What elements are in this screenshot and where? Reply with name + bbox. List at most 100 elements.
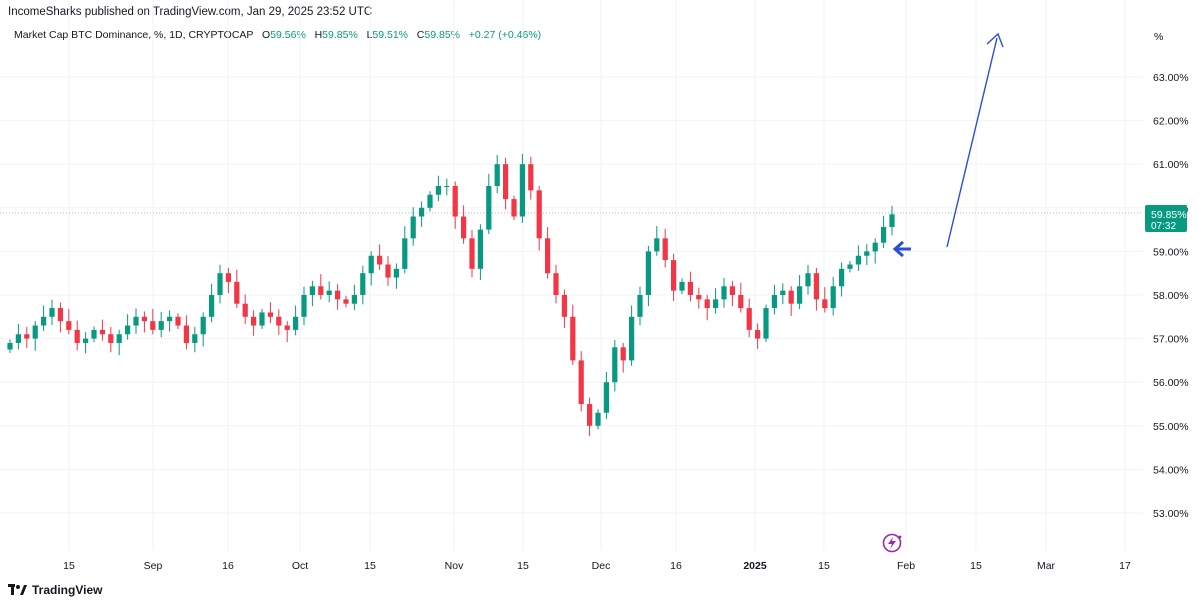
candle-body — [796, 286, 803, 304]
candle-body — [637, 295, 643, 317]
y-tick-label: 56.00% — [1153, 377, 1189, 389]
candle-body — [553, 273, 559, 295]
tradingview-logo-icon — [8, 584, 27, 595]
y-unit-label: % — [1154, 31, 1163, 43]
y-tick-label: 55.00% — [1153, 421, 1189, 433]
candle-body — [124, 325, 131, 335]
candle-body — [402, 238, 408, 269]
x-tick-label: 15 — [818, 560, 830, 572]
candle-body — [528, 164, 534, 191]
candle-body — [368, 255, 374, 274]
candle-body — [880, 226, 887, 243]
candle-body — [561, 295, 568, 317]
candle-body — [267, 312, 274, 317]
lightning-icon[interactable] — [882, 533, 902, 553]
close-label: C — [416, 29, 425, 41]
candle-body — [502, 164, 509, 200]
candle-body — [343, 299, 349, 304]
candle-body — [696, 295, 702, 300]
candle-body — [578, 360, 584, 404]
candle-body — [183, 325, 190, 343]
tradingview-logo[interactable]: TradingView — [8, 583, 102, 597]
price-badge-value: 59.85% — [1151, 209, 1187, 221]
publisher-line: IncomeSharks published on TradingView.co… — [8, 6, 373, 18]
candle-body — [410, 216, 416, 239]
candle-body — [225, 273, 232, 282]
candle-body — [460, 216, 467, 239]
candle-body — [704, 299, 710, 309]
candle-body — [133, 316, 139, 326]
projection-arrow — [946, 32, 1004, 248]
current-price-badge: 59.85% 07:32 — [1145, 205, 1187, 232]
candle-body — [780, 290, 786, 295]
y-tick-label: 61.00% — [1153, 159, 1189, 171]
candle-body — [544, 238, 551, 274]
candle-body — [276, 316, 282, 326]
candle-body — [192, 334, 198, 343]
x-tick-label: Nov — [445, 560, 464, 572]
candle-body — [586, 404, 593, 426]
candle-body — [847, 264, 853, 269]
candle-body — [645, 251, 652, 295]
candle-body — [234, 281, 240, 304]
y-tick-label: 59.00% — [1153, 246, 1189, 258]
x-tick-label: Feb — [897, 560, 915, 572]
pointer-arrow — [892, 240, 911, 258]
candle-body — [838, 268, 845, 287]
candle-body — [763, 308, 769, 339]
open-value: 59.56% — [270, 29, 306, 41]
candle-body — [570, 316, 576, 361]
y-tick-label: 53.00% — [1153, 508, 1189, 520]
candle-body — [91, 329, 97, 339]
candle-body — [427, 194, 433, 208]
symbol-title: Market Cap BTC Dominance, %, 1D, CRYPTOC… — [14, 29, 254, 41]
candle-body — [57, 308, 64, 322]
candle-body — [712, 299, 719, 309]
x-tick-label: 15 — [970, 560, 982, 572]
candle-body — [301, 295, 307, 317]
high-value: 59.85% — [322, 29, 358, 41]
candle-body — [771, 295, 778, 309]
candle-body — [721, 286, 727, 300]
candle-body — [662, 238, 668, 261]
y-axis: 63.00%62.00%61.00%60.00%59.00%58.00%57.0… — [1153, 72, 1189, 520]
candle-body — [729, 286, 736, 295]
candle-body — [32, 325, 38, 339]
candle-body — [687, 281, 694, 295]
candle-body — [141, 316, 148, 322]
candle-body — [864, 251, 870, 256]
candle-body — [444, 186, 450, 187]
candle-body — [318, 286, 324, 295]
x-tick-label: Sep — [144, 560, 163, 572]
price-badge-countdown: 07:32 — [1151, 221, 1176, 232]
y-tick-label: 63.00% — [1153, 72, 1189, 84]
y-tick-label: 58.00% — [1153, 290, 1189, 302]
candle-body — [418, 207, 425, 217]
candle-body — [628, 316, 635, 361]
candle-body — [536, 190, 542, 239]
x-tick-label: Dec — [592, 560, 611, 572]
candle-body — [309, 286, 316, 295]
candle-body — [259, 312, 265, 326]
candle-body — [494, 164, 500, 186]
candle-body — [326, 290, 332, 295]
candle-body — [250, 316, 257, 326]
x-tick-label: 16 — [222, 560, 234, 572]
candle-body — [99, 329, 106, 335]
candle-body — [612, 347, 618, 383]
candle-body — [150, 321, 156, 330]
x-axis: 15 Sep 16 Oct 15 Nov 15 Dec 16 2025 15 Feb 15 Mar 17 — [63, 560, 1131, 572]
candle-body — [292, 316, 299, 330]
candle-body — [376, 255, 383, 265]
candle-body — [40, 316, 47, 326]
candle-body — [477, 229, 484, 269]
candle-body — [452, 186, 458, 217]
candle-body — [242, 303, 248, 317]
candle-body — [200, 316, 206, 335]
candle-body — [654, 238, 660, 252]
candle-body — [116, 334, 122, 343]
candle-body — [889, 214, 895, 227]
candle-body — [469, 238, 475, 269]
candle-body — [620, 347, 626, 361]
